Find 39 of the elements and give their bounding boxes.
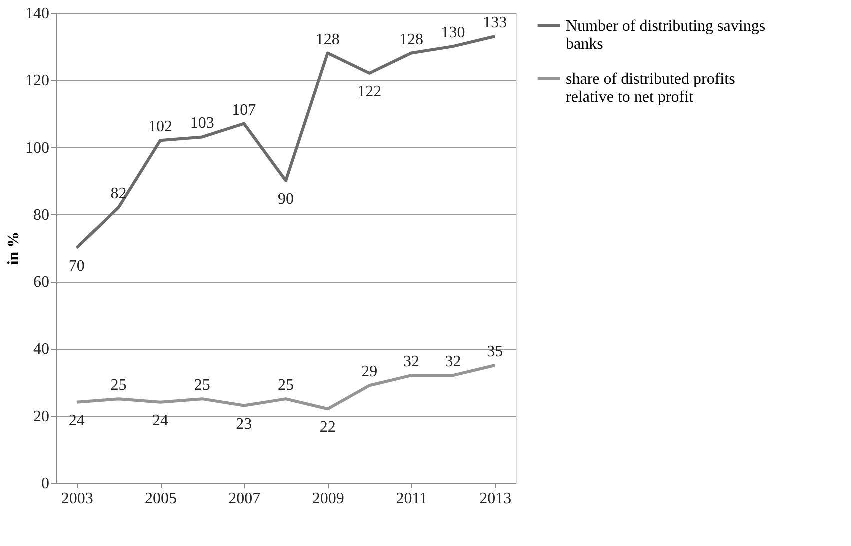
y-tick-label: 20 [34, 408, 50, 426]
data-label: 23 [236, 416, 252, 433]
data-label: 22 [320, 419, 336, 436]
y-tick-label: 40 [34, 341, 50, 358]
x-tick-label: 2003 [61, 490, 94, 508]
data-label: 130 [441, 24, 466, 42]
x-tick-label: 2011 [396, 490, 428, 508]
y-tick-label: 80 [34, 206, 50, 224]
data-label: 128 [316, 31, 340, 48]
data-label: 32 [445, 354, 462, 371]
data-label: 103 [190, 115, 214, 132]
data-label: 25 [110, 377, 127, 394]
data-label: 25 [194, 377, 210, 394]
data-label: 24 [152, 412, 169, 430]
data-label: 82 [110, 186, 127, 203]
data-label: 25 [278, 377, 294, 394]
y-tick-label: 100 [26, 140, 50, 157]
data-label: 122 [358, 83, 382, 100]
data-label: 90 [278, 190, 294, 208]
legend-label: Number of distributing savings banks [566, 18, 766, 53]
y-tick-label: 140 [26, 6, 50, 22]
x-tick-label: 2005 [145, 490, 178, 508]
x-tick-label: 2013 [480, 490, 512, 508]
y-tick-label: 120 [26, 72, 50, 90]
y-axis-title: in % [6, 232, 22, 266]
y-tick-label: 60 [34, 274, 50, 292]
y-tick-label: 0 [42, 476, 50, 492]
legend-label: share of distributed profits relative to net profit [566, 71, 736, 106]
data-label: 133 [483, 14, 508, 32]
data-label: 29 [362, 364, 378, 381]
data-label: 128 [399, 31, 424, 48]
data-label: 32 [403, 354, 420, 371]
data-label: 35 [487, 344, 504, 360]
data-label: 102 [148, 118, 173, 136]
x-tick-label: 2007 [228, 490, 261, 508]
data-label: 24 [68, 412, 85, 430]
data-label: 107 [232, 102, 256, 119]
data-label: 70 [68, 258, 85, 275]
x-tick-label: 2009 [312, 490, 344, 508]
